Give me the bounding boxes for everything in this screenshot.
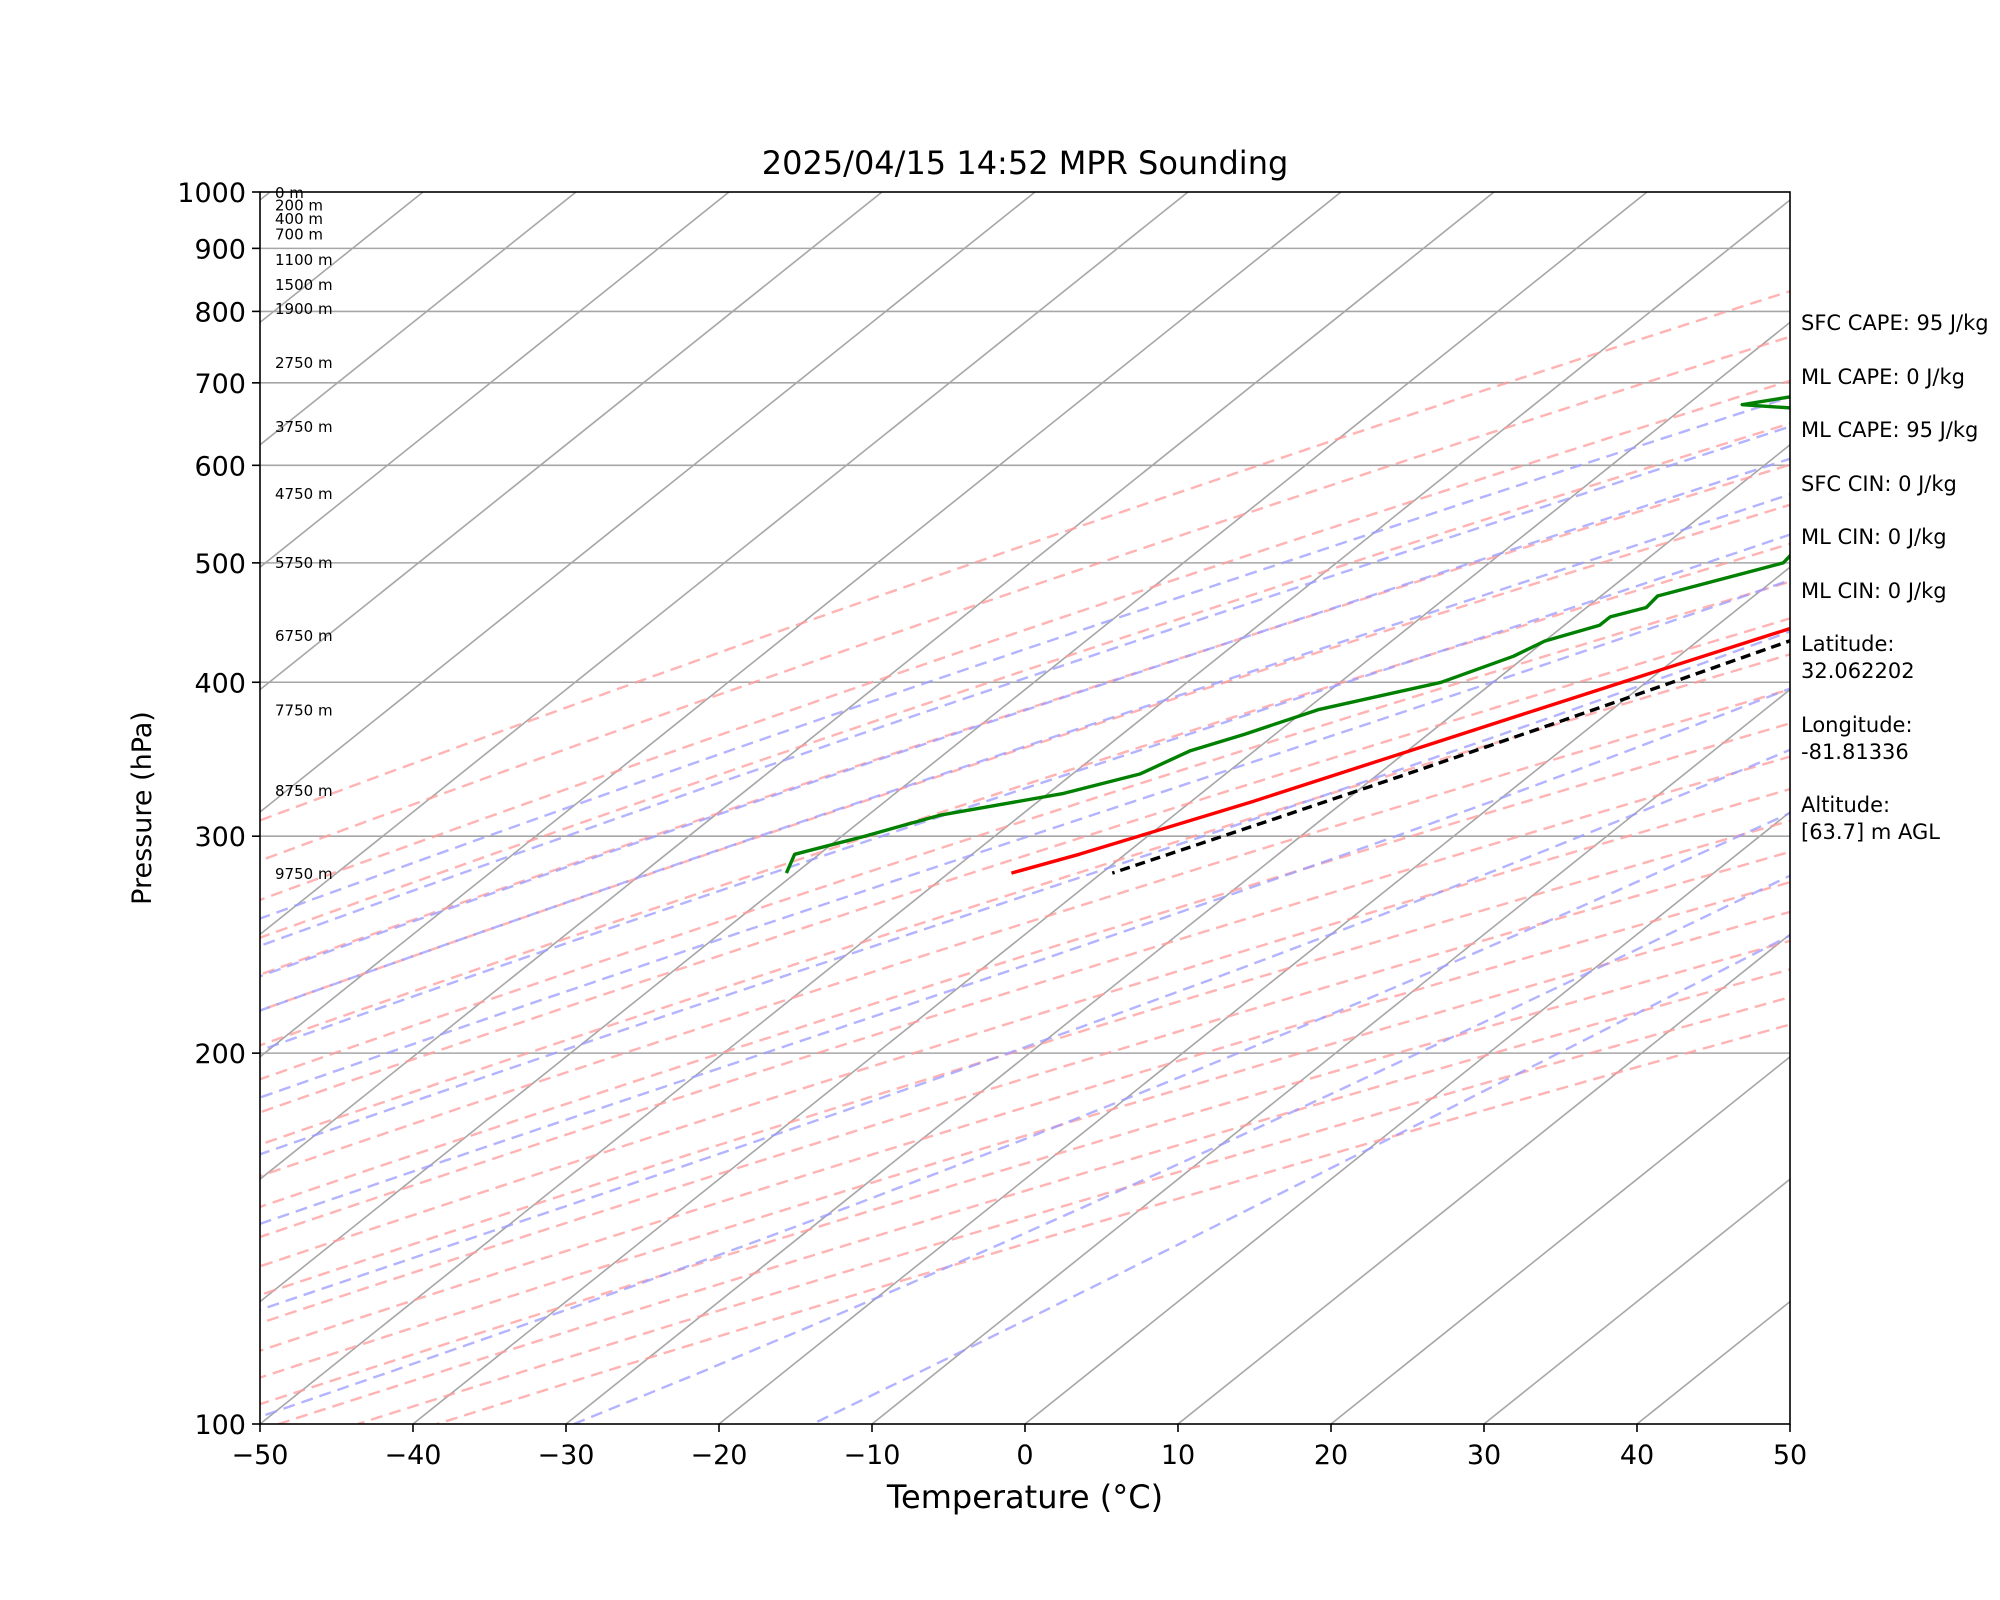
x-tick-label: 0 — [1016, 1440, 1033, 1471]
dry-adiabat — [260, 617, 1790, 1114]
moist-adiabat — [260, 425, 1790, 948]
moist-adiabat — [573, 874, 1790, 1424]
height-label: 1500 m — [275, 276, 333, 294]
isotherm — [1330, 1055, 1790, 1424]
dry-adiabat — [260, 688, 1790, 1178]
isotherm — [1024, 810, 1790, 1424]
height-label: 3750 m — [275, 418, 333, 436]
y-tick-label: 700 — [194, 369, 246, 400]
height-label: 700 m — [275, 226, 323, 244]
x-tick-label: −30 — [538, 1440, 595, 1471]
dry-adiabat — [260, 503, 1790, 1012]
isotherm — [718, 566, 1790, 1424]
isotherm — [260, 192, 1648, 1303]
y-tick-label: 1000 — [177, 178, 246, 209]
latitude-text: Latitude: 32.062202 — [1801, 632, 1915, 683]
isotherm — [260, 192, 1036, 814]
profile-traces — [784, 395, 1790, 875]
isotherm — [1483, 1178, 1790, 1424]
x-tick-label: −50 — [232, 1440, 289, 1471]
height-label: 9750 m — [275, 865, 333, 883]
y-tick-label: 600 — [194, 451, 246, 482]
height-label: 4750 m — [275, 485, 333, 503]
temperature-profile-line — [1010, 626, 1790, 875]
sfc-cape-text: SFC CAPE: 95 J/kg — [1801, 311, 1989, 335]
moist-adiabat — [260, 533, 1790, 1052]
dry-adiabat — [260, 722, 1790, 1209]
altitude-text: Altitude: [63.7] m AGL — [1801, 793, 1940, 844]
moist-adiabat — [260, 630, 1790, 1156]
height-label: 1100 m — [275, 251, 333, 269]
x-axis-label: Temperature (°C) — [886, 1478, 1163, 1516]
y-tick-label: 800 — [194, 297, 246, 328]
isotherm — [871, 688, 1790, 1424]
x-axis-ticks: −50 −40 −30 −20 −10 0 10 20 30 40 50 — [232, 1424, 1807, 1471]
isotherm — [260, 192, 1342, 1058]
moist-adiabat — [260, 493, 1790, 1012]
ml-cin-text-2: ML CIN: 0 J/kg — [1801, 578, 1947, 603]
height-label: 2750 m — [275, 354, 333, 372]
height-label: 0 m — [275, 184, 304, 202]
height-label: 6750 m — [275, 627, 333, 645]
dry-adiabat — [260, 787, 1790, 1268]
ml-cape-text-2: ML CAPE: 95 J/kg — [1801, 418, 1979, 442]
isotherm — [260, 198, 1790, 1424]
dry-adiabat — [260, 542, 1790, 1047]
y-tick-label: 200 — [194, 1039, 246, 1070]
y-tick-label: 500 — [194, 549, 246, 580]
x-tick-label: −20 — [691, 1440, 748, 1471]
parcel-profile-line — [1111, 639, 1790, 875]
x-tick-label: 40 — [1620, 1440, 1654, 1471]
isotherm — [565, 443, 1790, 1424]
height-label: 7750 m — [275, 702, 333, 720]
height-label: 1900 m — [275, 300, 333, 318]
dry-adiabat — [260, 422, 1790, 940]
dry-adiabat — [260, 463, 1790, 976]
longitude-text: Longitude: -81.81336 — [1801, 712, 1913, 764]
moist-adiabat — [260, 578, 1790, 1099]
dewpoint-profile-line — [784, 395, 1790, 874]
x-tick-label: 50 — [1773, 1440, 1807, 1471]
sounding-info-panel: SFC CAPE: 95 J/kg ML CAPE: 0 J/kg ML CAP… — [1801, 310, 1989, 873]
isotherm — [260, 192, 1189, 936]
y-tick-label: 300 — [194, 822, 246, 853]
x-tick-label: 20 — [1314, 1440, 1348, 1471]
height-label: 400 m — [275, 210, 323, 228]
moist-adiabat — [260, 457, 1790, 978]
x-tick-label: 30 — [1467, 1440, 1501, 1471]
y-tick-label: 400 — [194, 668, 246, 699]
isotherm — [1177, 933, 1790, 1424]
y-axis-ticks: 100 200 300 400 500 600 700 800 900 1000 — [177, 178, 260, 1441]
height-label: 5750 m — [275, 554, 333, 572]
x-tick-label: −10 — [844, 1440, 901, 1471]
isotherm — [260, 192, 577, 446]
ml-cape-text: ML CAPE: 0 J/kg — [1801, 364, 1966, 389]
ml-cin-text: ML CIN: 0 J/kg — [1801, 525, 1947, 549]
sfc-cin-text: SFC CIN: 0 J/kg — [1801, 471, 1957, 496]
x-tick-label: 10 — [1161, 1440, 1195, 1471]
height-label: 8750 m — [275, 782, 333, 800]
dry-adiabat — [260, 910, 1790, 1379]
dry-adiabat — [260, 850, 1790, 1325]
background-grid — [260, 192, 1790, 1424]
chart-title: 2025/04/15 14:52 MPR Sounding — [762, 144, 1289, 182]
isotherm — [260, 192, 883, 691]
y-tick-label: 900 — [194, 234, 246, 265]
y-tick-label: 100 — [194, 1410, 246, 1441]
isotherm — [260, 192, 1495, 1181]
x-tick-label: −40 — [385, 1440, 442, 1471]
height-label: 200 m — [275, 196, 323, 214]
moist-adiabat — [260, 748, 1790, 1312]
isotherm — [260, 192, 730, 569]
dry-adiabat — [260, 289, 1790, 822]
dry-adiabat — [260, 653, 1790, 1146]
y-axis-label: Pressure (hPa) — [127, 711, 158, 905]
